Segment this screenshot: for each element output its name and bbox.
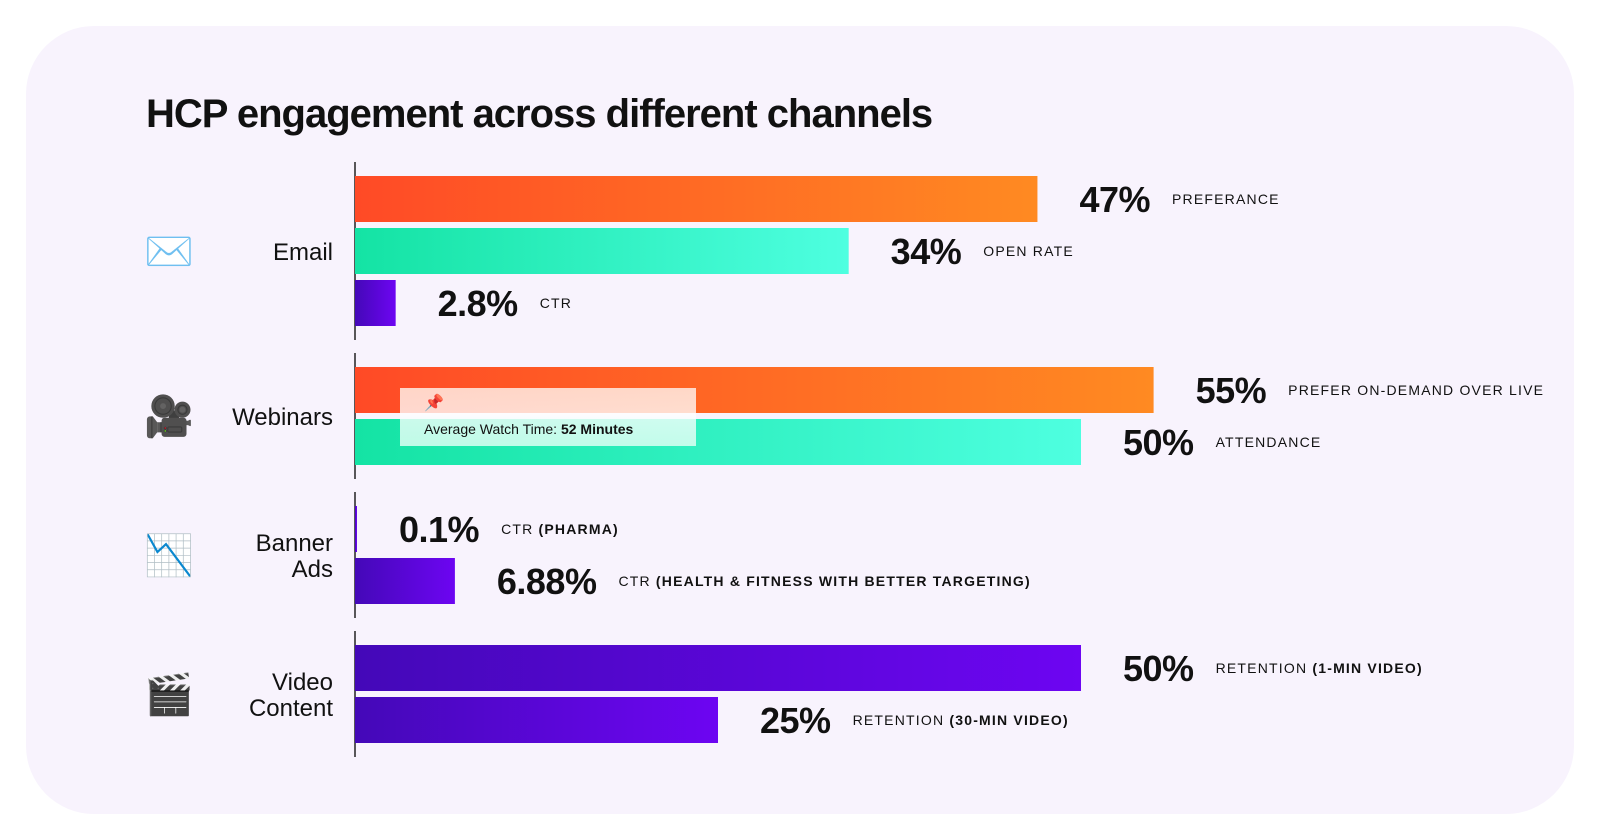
category-label-video-content: Content xyxy=(249,695,333,722)
bar-email-1 xyxy=(355,176,1038,222)
category-label-banner-ads: Banner xyxy=(256,530,333,557)
category-label-webinars: Webinars xyxy=(232,404,333,431)
category-label-banner-ads: Ads xyxy=(292,556,333,583)
metric-label: ATTENDANCE xyxy=(1216,434,1322,450)
value-label: 2.8% xyxy=(438,283,519,324)
value-label: 47% xyxy=(1079,179,1150,220)
bar-banner-ads-2 xyxy=(355,558,455,604)
bar-banner-ads-1 xyxy=(355,506,357,552)
movie-camera-icon: 🎥 xyxy=(144,393,194,439)
chart-decreasing-icon: 📉 xyxy=(144,532,194,578)
callout-text: Average Watch Time: 52 Minutes xyxy=(424,421,633,437)
clapper-board-icon: 🎬 xyxy=(144,671,194,717)
value-label: 50% xyxy=(1123,648,1194,689)
pushpin-icon: 📌 xyxy=(424,395,444,412)
category-label-video-content: Video xyxy=(272,669,333,696)
value-label: 55% xyxy=(1196,370,1267,411)
category-label-email: Email xyxy=(273,239,333,266)
callout-value: 52 Minutes xyxy=(560,421,634,437)
value-label: 34% xyxy=(891,231,962,272)
value-label: 0.1% xyxy=(399,509,480,550)
metric-label: PREFERANCE xyxy=(1172,191,1280,207)
bar-video-content-1 xyxy=(355,645,1081,691)
value-label: 25% xyxy=(760,700,831,741)
metric-label: RETENTION (1-MIN VIDEO) xyxy=(1216,660,1423,676)
metric-label: PREFER ON-DEMAND OVER LIVE xyxy=(1288,382,1544,398)
bar-email-2 xyxy=(355,228,849,274)
bar-video-content-2 xyxy=(355,697,718,743)
metric-label: OPEN RATE xyxy=(983,243,1074,259)
value-label: 6.88% xyxy=(497,561,597,602)
watch-time-callout: 📌 Average Watch Time: 52 Minutes xyxy=(400,388,696,446)
callout-label: Average Watch Time: xyxy=(424,421,561,437)
chart-title: HCP engagement across different channels xyxy=(146,92,933,136)
metric-label: CTR (HEALTH & FITNESS WITH BETTER TARGET… xyxy=(618,573,1030,589)
bar-email-3 xyxy=(355,280,396,326)
envelope-icon: ✉️ xyxy=(144,230,194,274)
metric-label: RETENTION (30-MIN VIDEO) xyxy=(853,712,1069,728)
metric-label: CTR (PHARMA) xyxy=(501,521,619,537)
value-label: 50% xyxy=(1123,422,1194,463)
metric-label: CTR xyxy=(540,295,572,311)
